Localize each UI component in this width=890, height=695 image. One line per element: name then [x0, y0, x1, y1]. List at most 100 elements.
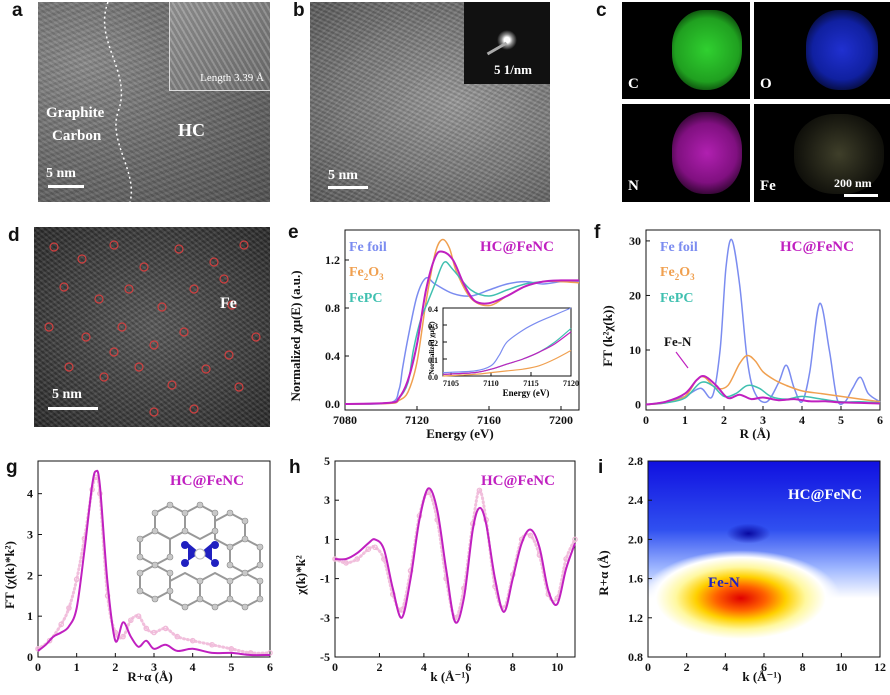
panel-label-h: h — [289, 457, 301, 478]
x-tick-label: 1 — [682, 413, 688, 427]
y-tick-label: 1 — [324, 532, 330, 546]
x-tick-label: 8 — [800, 660, 806, 674]
x-tick-label: 6 — [465, 660, 471, 674]
eds-map-c: C — [622, 2, 750, 99]
panel-b: b 5 1/nm 5 nm — [283, 0, 555, 205]
x-tick-label: 7110 — [483, 379, 499, 388]
series-line-fepc — [645, 381, 881, 406]
plot-frame — [37, 460, 271, 658]
panel-e: e Normalized χμ(E) (a.u.) Energy (eV) 70… — [283, 218, 583, 450]
legend-e-fe2o3: Fe2O3 — [349, 265, 384, 282]
x-tick-label: 3 — [760, 413, 766, 427]
y-tick-label: 0.3 — [428, 322, 438, 331]
x-tick-label: 2 — [721, 413, 727, 427]
x-tick-label: 7120 — [563, 379, 579, 388]
scale-label: 5 nm — [46, 166, 76, 181]
x-tick-label: 2 — [684, 660, 690, 674]
ylabel-h: χ(k)*k² — [293, 555, 308, 596]
ylabel-f: FT (k²χ(k)) — [600, 305, 615, 366]
y-tick-label: 0.0 — [325, 397, 340, 411]
legend-e-fepc: FePC — [349, 291, 382, 306]
boundary-dashes — [103, 2, 133, 202]
title-f: HC@FeNC — [780, 239, 854, 255]
annot-f-fen: Fe-N — [664, 334, 692, 349]
x-tick-label: 7120 — [405, 413, 429, 427]
series-line-hc-fenc — [645, 374, 881, 406]
y-tick-label: -5 — [320, 650, 330, 664]
legend-f-fefoil: Fe foil — [660, 240, 698, 255]
eds-map-o: O — [754, 2, 890, 99]
chart-g: FT (χ(k)*k²) R+α (Å) 0 1 2 3 4 5 6 0 1 2 3 4 HC@FeN… — [2, 460, 273, 684]
panel-label-i: i — [598, 457, 604, 478]
x-tick-label: 10 — [551, 660, 563, 674]
x-tick-label: 0 — [35, 660, 41, 674]
series-line-fit — [333, 488, 577, 620]
x-tick-label: 5 — [838, 413, 844, 427]
series-line-hc-fenc — [334, 487, 576, 624]
x-tick-label: 2 — [112, 660, 118, 674]
tem-image-a: Length 3.39 Å Graphite Carbon HC 5 nm — [38, 2, 270, 202]
scale-bar — [844, 194, 878, 197]
y-tick-label: 2.8 — [628, 455, 643, 468]
map-c-label: C — [628, 76, 639, 92]
x-tick-label: 1 — [74, 660, 80, 674]
x-tick-label: 8 — [510, 660, 516, 674]
x-tick-label: 5 — [228, 660, 234, 674]
y-tick-label: 1.2 — [325, 253, 340, 267]
x-tick-label: 7115 — [523, 379, 539, 388]
y-tick-label: 0.8 — [628, 650, 643, 664]
annot-i-fen: Fe-N — [708, 575, 740, 591]
y-tick-label: 10 — [629, 343, 641, 357]
plot-frame — [645, 229, 881, 411]
panel-g: g FT (χ(k)*k²) R+α (Å) 0 1 2 3 4 5 6 0 1 2 3 4 HC@F… — [0, 455, 285, 690]
chart-h: χ(k)*k² k (Å⁻¹) 0 2 4 6 8 10 -5 -3 -1 1 3 5 HC@FeNC — [293, 454, 578, 684]
xlabel-g: R+α (Å) — [127, 669, 172, 684]
inset-xlabel-e: Energy (eV) — [503, 388, 550, 398]
x-tick-label: 6 — [761, 660, 767, 674]
series-line-hc-fenc — [442, 331, 572, 375]
panel-label-f: f — [594, 222, 601, 243]
chart-e: Normalized χμ(E) (a.u.) Energy (eV) 7080… — [288, 229, 580, 441]
panel-label-c: c — [596, 0, 607, 21]
series-line-hc-fenc — [37, 469, 271, 657]
x-tick-label: 12 — [874, 660, 886, 674]
panel-d: d Fe 5 nm — [0, 225, 272, 430]
legend-e-fefoil: Fe foil — [349, 240, 387, 255]
y-tick-label: 3 — [324, 493, 330, 507]
y-tick-label: 1.2 — [628, 611, 643, 625]
heatmap-peak — [640, 550, 841, 647]
panel-label-e: e — [288, 222, 299, 243]
x-tick-label: 7105 — [443, 379, 459, 388]
y-tick-label: 3 — [27, 528, 33, 542]
panel-i: i R+α (Å) k (Å⁻¹) — [590, 454, 890, 690]
data-point-fit — [66, 605, 72, 611]
chart-i: R+α (Å) k (Å⁻¹) 0 2 4 6 8 10 12 0.8 1.2 1.6 2.0 2.4… — [596, 454, 886, 684]
plot-frame — [344, 229, 580, 411]
x-tick-label: 10 — [835, 660, 847, 674]
y-tick-label: 1.6 — [628, 572, 643, 586]
heatmap-secondary-blob — [726, 523, 771, 544]
series-line-fe-foil — [442, 307, 572, 374]
x-tick-label: 2 — [376, 660, 382, 674]
panel-h: h χ(k)*k² k (Å⁻¹) 0 2 4 6 8 10 -5 -3 -1 1 3 5 HC@Fe… — [285, 454, 585, 690]
series-line-fe2o3 — [344, 238, 580, 405]
haadf-image-d: Fe 5 nm — [34, 227, 270, 427]
map-o-label: O — [760, 76, 772, 92]
hc-label: HC — [178, 120, 205, 140]
x-tick-label: 3 — [151, 660, 157, 674]
y-tick-label: 2 — [27, 568, 33, 582]
legend-f-fe2o3: Fe2O3 — [660, 265, 695, 282]
y-tick-label: -1 — [320, 572, 330, 586]
y-tick-label: 30 — [629, 234, 641, 248]
series-line-hc-fenc — [344, 250, 580, 405]
series-line-fit — [36, 475, 272, 655]
scale-bar — [48, 407, 98, 410]
length-label: Length 3.39 Å — [200, 72, 264, 84]
scale-label: 5 nm — [328, 168, 358, 183]
chart-f: FT (k²χ(k)) R (Å) 0 1 2 3 4 5 6 0 10 20 30 HC@FeNC… — [600, 229, 883, 441]
y-tick-label: 1 — [27, 609, 33, 623]
series-line-fe2o3 — [442, 349, 572, 377]
xlabel-e: Energy (eV) — [426, 426, 494, 441]
tem-image-b: 5 1/nm 5 nm — [310, 2, 550, 202]
y-tick-label: 2.0 — [628, 532, 643, 546]
